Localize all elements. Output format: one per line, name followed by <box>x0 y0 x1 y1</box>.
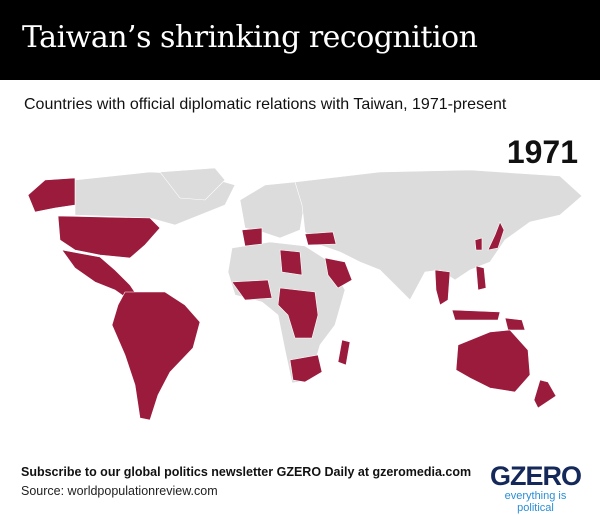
alaska <box>27 177 76 213</box>
gzero-logo: GZERO everything is political <box>488 462 583 514</box>
southeast-asia <box>434 269 451 306</box>
south-korea <box>474 237 483 251</box>
subtitle: Countries with official diplomatic relat… <box>24 96 507 113</box>
libya <box>279 249 303 276</box>
subscribe-text: Subscribe to our global politics newslet… <box>21 465 472 479</box>
greenland <box>159 167 226 201</box>
spain <box>241 227 263 247</box>
west-africa <box>231 279 273 301</box>
philippines <box>475 265 487 291</box>
turkey <box>304 231 337 246</box>
new-zealand <box>533 379 557 409</box>
australia <box>455 329 531 393</box>
japan <box>487 221 505 251</box>
world-map <box>27 167 583 421</box>
united-states <box>57 215 161 259</box>
saudi-arabia <box>324 257 353 289</box>
south-america <box>111 291 201 421</box>
madagascar <box>337 339 351 366</box>
central-africa <box>277 287 319 339</box>
year-label: 1971 <box>506 134 578 170</box>
south-africa <box>289 354 323 383</box>
page-title: Taiwan’s shrinking recognition <box>22 20 478 55</box>
indonesia <box>451 309 501 321</box>
logo-word: GZERO <box>489 461 582 491</box>
papua-new-guinea <box>504 317 526 331</box>
source-text: Source: worldpopulationreview.com <box>21 484 218 498</box>
header-bar: Taiwan’s shrinking recognition <box>0 0 600 80</box>
logo-tagline: everything is political <box>504 490 567 514</box>
